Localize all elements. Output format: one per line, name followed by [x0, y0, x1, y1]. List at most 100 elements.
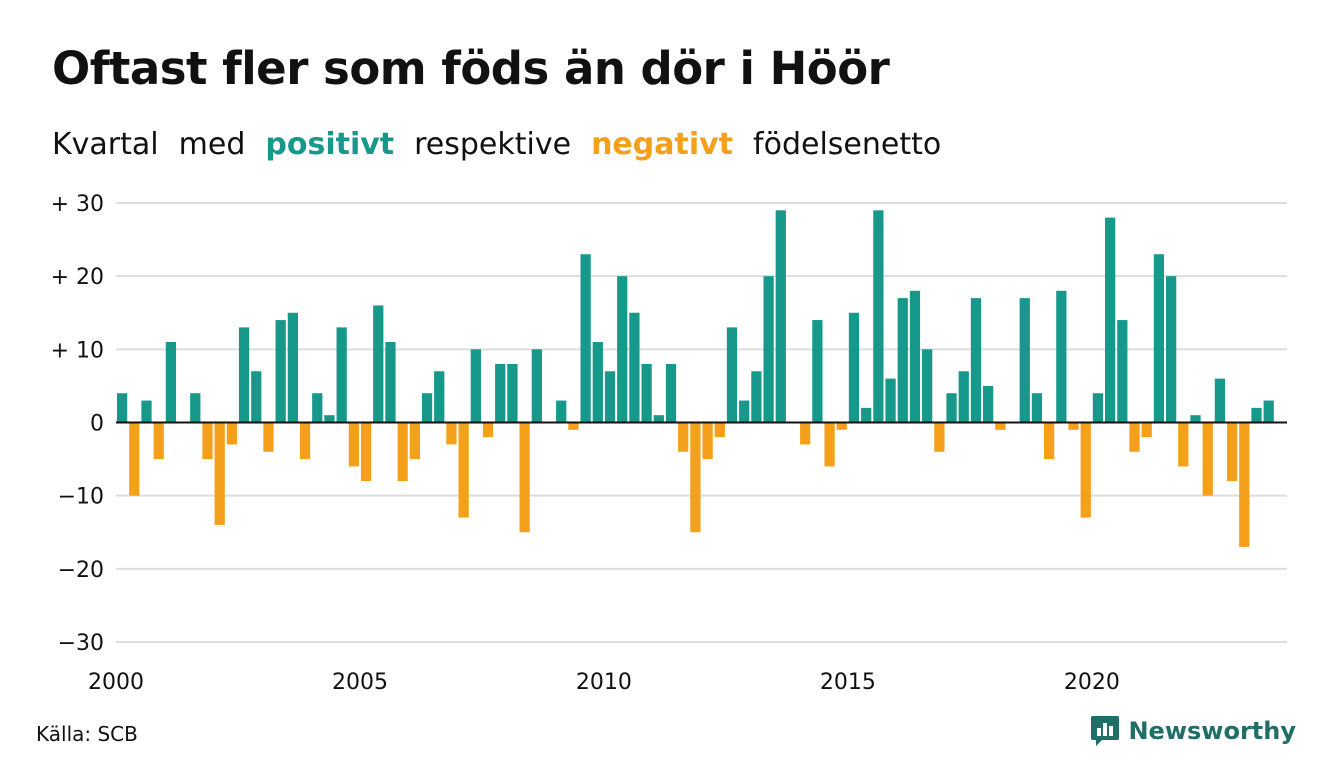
x-tick-label: 2020: [1064, 670, 1120, 695]
bar-2007-q4: [495, 363, 506, 423]
bar-2023-q1: [1239, 422, 1250, 547]
bar-2015-q1: [848, 312, 860, 423]
bar-2011-q3: [678, 422, 689, 452]
bar-2005-q1: [360, 422, 372, 482]
y-tick-label: + 30: [51, 192, 104, 217]
bar-2007-q2: [470, 349, 481, 423]
bar-2009-q3: [580, 254, 591, 423]
brand-name: Newsworthy: [1128, 717, 1296, 745]
bar-2022-q4: [1226, 422, 1238, 482]
bar-2001-q4: [202, 422, 213, 460]
bar-2012-q4: [739, 400, 750, 423]
bar-2011-q4: [690, 422, 701, 533]
bar-2010-q1: [604, 371, 616, 423]
bar-2010-q2: [617, 276, 628, 423]
x-axis-labels: 2000 2005 2010 2015 2020: [88, 670, 1120, 695]
bar-2014-q4: [836, 422, 847, 430]
y-tick-label: + 20: [51, 265, 104, 290]
bar-2017-q3: [970, 298, 982, 423]
bar-2021-q4: [1178, 422, 1189, 467]
y-axis-labels: + 30 + 20 + 10 0 −10 −20 −30: [51, 192, 104, 656]
bar-2009-q4: [592, 342, 603, 423]
bar-2018-q4: [1031, 393, 1043, 423]
bar-2016-q3: [922, 349, 933, 423]
bar-2003-q4: [299, 422, 311, 460]
bar-2010-q4: [641, 363, 652, 423]
bar-chart: + 30+ 20+ 100−10−20−30 2000 2005 2010 2015 2…: [51, 192, 1287, 695]
bar-2002-q4: [251, 371, 262, 423]
y-tick-label: −20: [58, 558, 104, 583]
bar-2000-q4: [153, 422, 164, 460]
bar-2017-q2: [958, 371, 969, 423]
bar-2017-q1: [946, 393, 957, 423]
bar-2014-q2: [812, 320, 823, 423]
bar-2012-q3: [726, 327, 738, 423]
subtitle-word: födelsenetto: [753, 127, 942, 162]
bar-2006-q1: [409, 422, 420, 460]
bar-2022-q2: [1202, 422, 1213, 496]
x-tick-label: 2000: [88, 670, 144, 695]
x-tick-label: 2010: [576, 670, 632, 695]
bar-2019-q3: [1068, 422, 1079, 430]
chart-title: Oftast fler som föds än dör i Höör: [52, 42, 890, 95]
brand-logo: Newsworthy: [1090, 714, 1296, 748]
bar-2021-q3: [1166, 276, 1177, 423]
bar-2013-q3: [775, 210, 786, 423]
bar-2022-q3: [1214, 378, 1226, 423]
bar-2003-q3: [287, 312, 298, 423]
bar-2015-q4: [885, 378, 896, 423]
y-tick-label: + 10: [51, 338, 104, 363]
bar-2019-q4: [1080, 422, 1091, 518]
bar-2002-q1: [214, 422, 225, 525]
bar-2004-q4: [348, 422, 359, 467]
bar-2007-q1: [458, 422, 469, 518]
bar-2006-q2: [421, 393, 433, 423]
bar-2006-q3: [434, 371, 445, 423]
bar-2015-q3: [873, 210, 884, 423]
bar-2018-q1: [995, 422, 1006, 430]
bar-2015-q2: [861, 407, 872, 423]
bar-2022-q1: [1190, 415, 1201, 423]
bar-2004-q3: [336, 327, 347, 423]
y-tick-label: −10: [58, 485, 104, 510]
bar-2011-q2: [665, 363, 677, 423]
bar-2020-q1: [1092, 393, 1104, 423]
y-tick-label: −30: [58, 631, 104, 656]
bar-2012-q1: [702, 422, 713, 460]
bar-2013-q1: [751, 371, 762, 423]
bar-2020-q3: [1117, 320, 1128, 423]
x-tick-label: 2015: [820, 670, 876, 695]
bar-2023-q3: [1263, 400, 1274, 423]
x-tick-label: 2005: [332, 670, 388, 695]
bar-2001-q1: [165, 342, 177, 423]
y-tick-label: 0: [90, 412, 104, 437]
bar-2005-q3: [385, 342, 396, 423]
bar-2016-q1: [897, 298, 908, 423]
bar-2016-q2: [909, 290, 921, 423]
bar-2009-q2: [568, 422, 579, 430]
bar-2009-q1: [556, 400, 567, 423]
bar-2005-q2: [373, 305, 384, 423]
subtitle-negative: negativt: [591, 127, 734, 162]
bar-2021-q2: [1153, 254, 1165, 423]
bar-2002-q3: [238, 327, 250, 423]
source-note: Källa: SCB: [36, 722, 138, 746]
bar-2002-q2: [226, 422, 238, 445]
bar-2018-q3: [1019, 298, 1030, 423]
bar-2021-q1: [1141, 422, 1152, 438]
bar-2014-q3: [824, 422, 835, 467]
bar-2008-q2: [519, 422, 530, 533]
bar-2008-q3: [531, 349, 542, 423]
bar-2017-q4: [983, 385, 994, 423]
bar-2005-q4: [397, 422, 408, 482]
bar-2007-q3: [482, 422, 494, 438]
subtitle-word: med: [178, 127, 246, 162]
bar-2000-q3: [141, 400, 152, 423]
chart-grid: [116, 202, 1287, 643]
bar-2011-q1: [653, 415, 664, 423]
bar-2014-q1: [800, 422, 811, 445]
subtitle-positive: positivt: [265, 127, 395, 162]
bar-2001-q3: [190, 393, 201, 423]
bar-2010-q3: [629, 312, 640, 423]
bar-2004-q1: [312, 393, 323, 423]
